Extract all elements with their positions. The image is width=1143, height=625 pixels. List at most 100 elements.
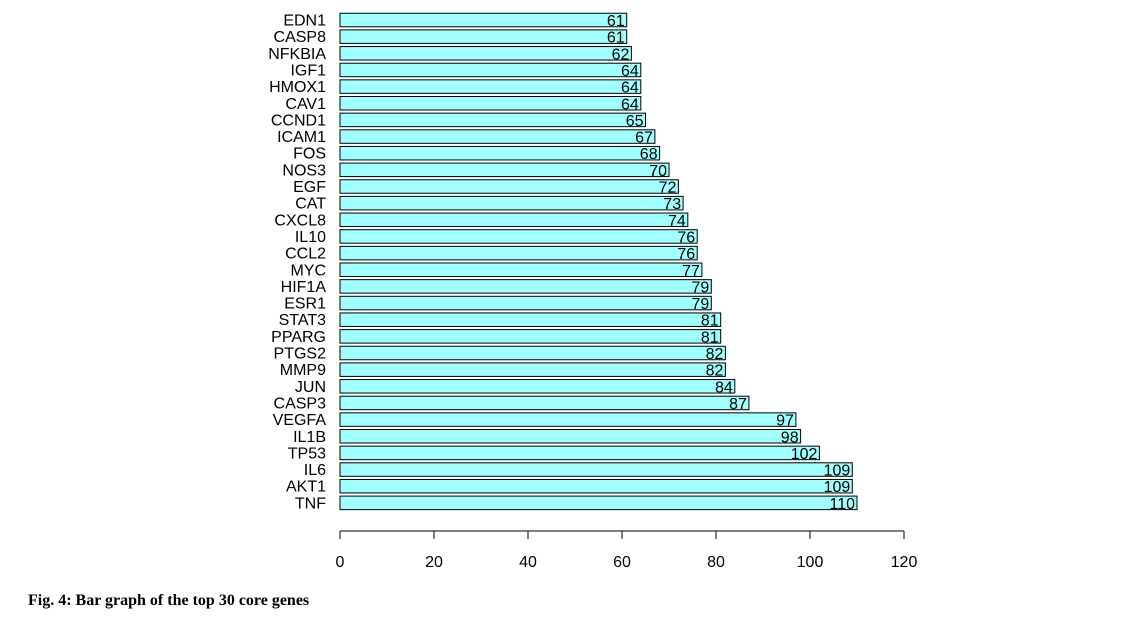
category-label: STAT3 bbox=[279, 312, 327, 329]
bar-jun bbox=[339, 379, 736, 394]
category-label: CXCL8 bbox=[274, 212, 326, 229]
bar-mmp9 bbox=[339, 362, 726, 377]
value-label: 81 bbox=[701, 313, 719, 330]
x-axis: 0 20 40 60 80 100 120 bbox=[336, 530, 918, 571]
value-label: 87 bbox=[729, 396, 747, 413]
value-label: 79 bbox=[692, 279, 710, 296]
value-label: 76 bbox=[677, 246, 695, 263]
bar-ccnd1 bbox=[339, 112, 646, 128]
category-label: MMP9 bbox=[280, 362, 326, 379]
bar-hmox1 bbox=[339, 79, 642, 94]
value-label: 64 bbox=[621, 63, 639, 80]
category-label: TNF bbox=[295, 495, 326, 512]
value-label: 61 bbox=[607, 30, 625, 47]
figure-caption: Fig. 4: Bar graph of the top 30 core gen… bbox=[28, 592, 310, 609]
bar-il1b bbox=[339, 429, 802, 444]
category-label: TP53 bbox=[288, 445, 326, 462]
value-label: 67 bbox=[635, 130, 653, 147]
category-label: CCND1 bbox=[271, 112, 326, 129]
value-label: 81 bbox=[701, 329, 719, 346]
value-label: 61 bbox=[607, 13, 625, 30]
bar-tnf bbox=[339, 495, 858, 511]
bar-hif1a bbox=[339, 279, 712, 294]
value-label: 72 bbox=[659, 180, 677, 197]
category-label: HMOX1 bbox=[269, 79, 326, 96]
value-label: 98 bbox=[781, 429, 799, 446]
bar-icam1 bbox=[339, 129, 656, 144]
value-label: 97 bbox=[776, 413, 794, 430]
bar-chart: EDN1 61 CASP8 61 NFKBIA 62 IGF1 64 HMOX1 64 CAV1 64… bbox=[268, 12, 918, 572]
bar-casp3 bbox=[339, 395, 750, 411]
category-label: NFKBIA bbox=[268, 46, 326, 63]
bar-ptgs2 bbox=[339, 345, 726, 361]
category-label: VEGFA bbox=[273, 412, 327, 429]
bar-fos bbox=[339, 145, 661, 161]
x-tick-label: 80 bbox=[707, 554, 725, 571]
bar-il10 bbox=[339, 229, 698, 244]
bar-pparg bbox=[339, 329, 722, 344]
x-tick-label: 40 bbox=[519, 554, 537, 571]
value-label: 64 bbox=[621, 96, 639, 113]
category-label: CCL2 bbox=[285, 246, 326, 263]
category-label: CASP3 bbox=[274, 395, 327, 412]
bar-vegfa bbox=[339, 412, 797, 427]
bar-ccl2 bbox=[339, 245, 698, 261]
category-label: ICAM1 bbox=[277, 129, 326, 146]
value-label: 68 bbox=[640, 146, 658, 163]
category-label: IL1B bbox=[293, 429, 326, 446]
bar-nos3 bbox=[339, 162, 670, 178]
bar-cxcl8 bbox=[339, 212, 689, 228]
category-label: MYC bbox=[290, 262, 326, 279]
value-label: 65 bbox=[626, 113, 644, 130]
category-label: PPARG bbox=[271, 329, 326, 346]
category-label: JUN bbox=[295, 379, 326, 396]
value-label: 82 bbox=[706, 363, 724, 380]
bar-stat3 bbox=[339, 312, 722, 327]
value-label: 102 bbox=[791, 446, 818, 463]
bar-egf bbox=[339, 179, 679, 194]
bar-igf1 bbox=[339, 62, 642, 78]
bar-cav1 bbox=[339, 96, 642, 111]
value-label: 74 bbox=[668, 213, 686, 230]
category-label: CAT bbox=[295, 196, 326, 213]
value-label: 64 bbox=[621, 80, 639, 97]
value-label: 62 bbox=[612, 46, 630, 63]
value-label: 110 bbox=[829, 496, 855, 513]
bar-edn1 bbox=[339, 12, 628, 28]
category-label: EGF bbox=[293, 179, 326, 196]
x-tick-label: 100 bbox=[797, 554, 824, 571]
x-tick-label: 60 bbox=[613, 554, 631, 571]
bar-akt1 bbox=[339, 478, 853, 494]
bar-il6 bbox=[339, 462, 853, 477]
category-label: NOS3 bbox=[282, 162, 326, 179]
bar-casp8 bbox=[339, 29, 628, 44]
category-label: IL6 bbox=[304, 462, 326, 479]
category-label: AKT1 bbox=[286, 479, 326, 496]
bar-tp53 bbox=[339, 445, 820, 461]
value-label: 73 bbox=[663, 196, 681, 213]
x-tick-label: 120 bbox=[891, 554, 918, 571]
category-label: CASP8 bbox=[274, 29, 327, 46]
value-label: 109 bbox=[824, 479, 851, 496]
value-label: 77 bbox=[682, 263, 700, 280]
category-label: FOS bbox=[293, 146, 326, 163]
value-label: 84 bbox=[715, 379, 733, 396]
value-label: 79 bbox=[692, 296, 710, 313]
value-label: 70 bbox=[649, 163, 667, 180]
x-tick-label: 0 bbox=[336, 554, 345, 571]
category-label: PTGS2 bbox=[274, 346, 327, 363]
category-label: CAV1 bbox=[285, 96, 326, 113]
bar-nfkbia bbox=[339, 46, 632, 61]
value-label: 109 bbox=[824, 463, 851, 480]
category-label: ESR1 bbox=[284, 296, 326, 313]
value-label: 82 bbox=[706, 346, 724, 363]
category-label: EDN1 bbox=[283, 13, 326, 30]
category-label: HIF1A bbox=[281, 279, 327, 296]
x-tick-label: 20 bbox=[425, 554, 443, 571]
bars-group: EDN1 61 CASP8 61 NFKBIA 62 IGF1 64 HMOX1 64 CAV1 64… bbox=[268, 12, 858, 513]
category-label: IL10 bbox=[295, 229, 326, 246]
bar-cat bbox=[339, 195, 684, 211]
category-label: IGF1 bbox=[290, 62, 326, 79]
bar-esr1 bbox=[339, 295, 712, 311]
value-label: 76 bbox=[677, 229, 695, 246]
